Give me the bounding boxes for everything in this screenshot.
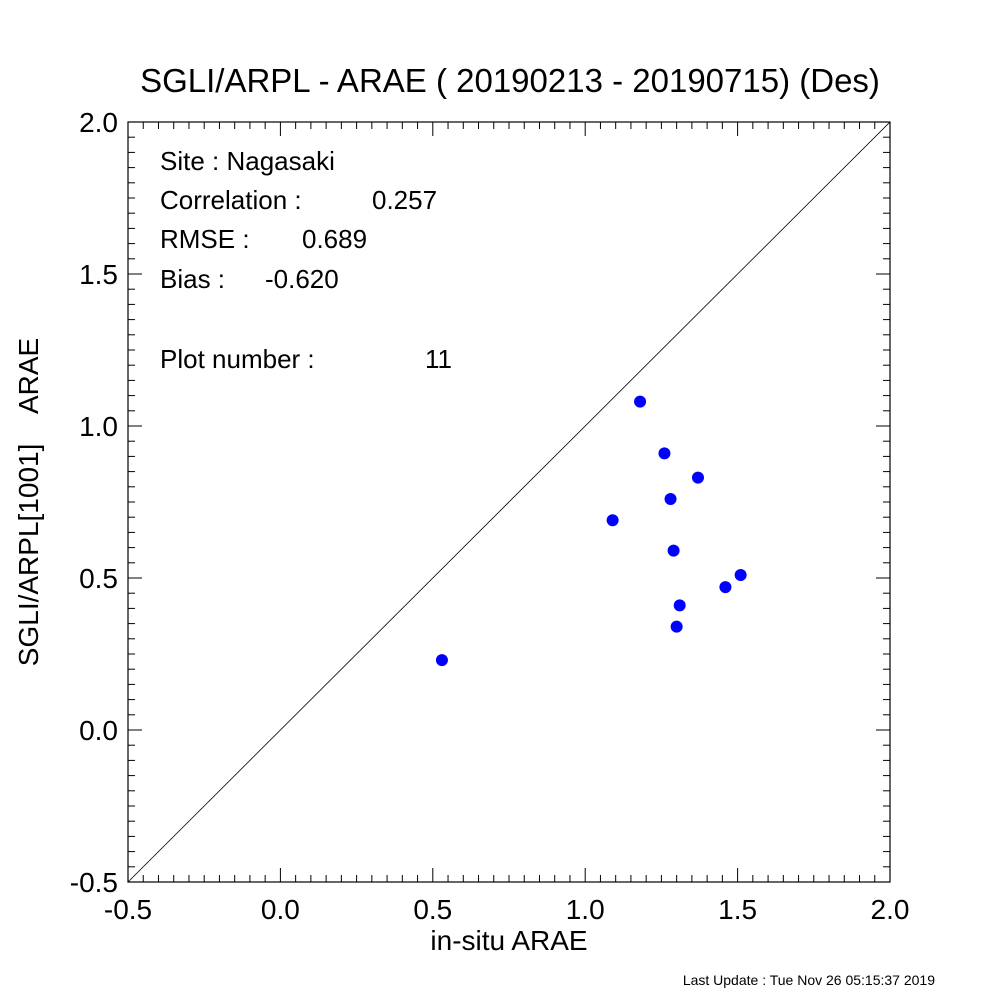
- data-point: [634, 395, 647, 408]
- x-tick-label: 1.0: [566, 894, 605, 925]
- annotation-plot-number-label: Plot number :: [160, 344, 315, 374]
- x-tick-label: 1.5: [718, 894, 757, 925]
- data-point: [691, 471, 704, 484]
- data-point: [664, 492, 677, 505]
- annotation-site: Site : Nagasaki: [160, 146, 335, 176]
- y-tick-label: 1.5: [79, 259, 118, 290]
- annotation-bias-label: Bias :: [160, 264, 225, 294]
- data-points: [435, 395, 747, 667]
- data-point: [734, 568, 747, 581]
- y-tick-label: 0.5: [79, 563, 118, 594]
- x-tick-label: -0.5: [104, 894, 152, 925]
- annotation-correlation-value: 0.257: [372, 185, 437, 215]
- axis-ticks: -0.5 0.0 0.5 1.0 1.5 2.0 -0.5 0.0 0.5 1.0 1.5 2.0: [70, 107, 910, 925]
- chart-title: SGLI/ARPL - ARAE ( 20190213 - 20190715) …: [140, 62, 880, 99]
- x-tick-label: 2.0: [871, 894, 910, 925]
- y-tick-label: 0.0: [79, 715, 118, 746]
- data-point: [719, 581, 732, 594]
- data-point: [658, 447, 671, 460]
- y-tick-label: 1.0: [79, 411, 118, 442]
- data-point: [606, 514, 619, 527]
- x-axis-label: in-situ ARAE: [430, 925, 587, 956]
- annotation-bias-value: -0.620: [265, 264, 339, 294]
- last-update-note: Last Update : Tue Nov 26 05:15:37 2019: [683, 972, 935, 988]
- data-point: [435, 654, 448, 667]
- one-to-one-line: [127, 121, 891, 883]
- x-tick-label: 0.0: [261, 894, 300, 925]
- x-tick-label: 0.5: [413, 894, 452, 925]
- data-point: [667, 544, 680, 557]
- y-tick-label: 2.0: [79, 107, 118, 138]
- y-tick-label: -0.5: [70, 867, 118, 898]
- annotation-rmse-label: RMSE :: [160, 224, 250, 254]
- data-point: [673, 599, 686, 612]
- annotation-rmse-value: 0.689: [302, 224, 367, 254]
- annotation-correlation-label: Correlation :: [160, 185, 302, 215]
- y-axis-label: SGLI/ARPL[1001] ARAE: [13, 338, 44, 666]
- annotation-plot-number-value: 11: [425, 344, 452, 374]
- data-point: [670, 620, 683, 633]
